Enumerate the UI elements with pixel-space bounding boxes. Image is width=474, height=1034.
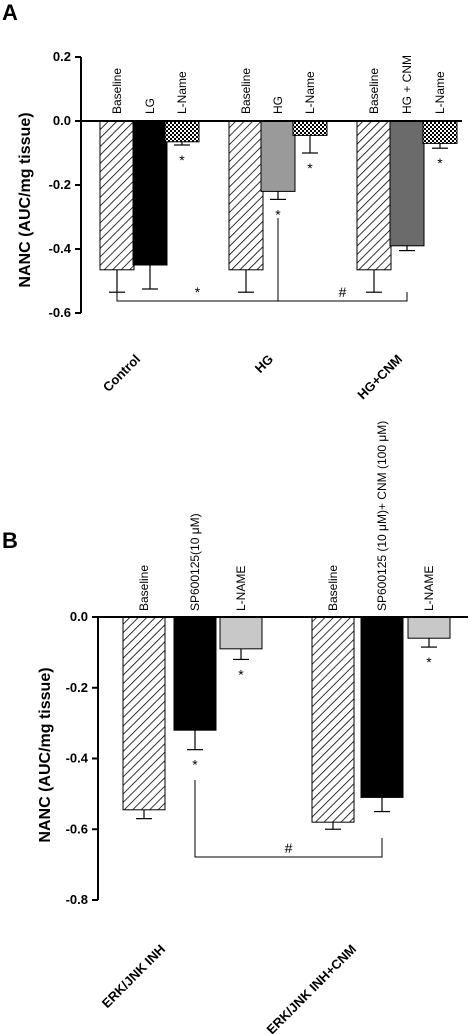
bar [122, 616, 166, 811]
y-tick-label: 0.2 [53, 49, 71, 64]
bar-label: Baseline [239, 68, 253, 114]
bar-label: Baseline [367, 68, 381, 114]
significance-marker: * [307, 160, 313, 176]
panel-letter: A [2, 0, 18, 25]
y-tick-label: -0.4 [49, 241, 72, 256]
bar [99, 120, 135, 271]
bar [173, 616, 217, 731]
bar [132, 120, 168, 266]
bar [292, 120, 328, 136]
bar-label: Baseline [110, 68, 124, 114]
significance-marker: * [192, 757, 198, 773]
bar-label: L-NAME [422, 566, 436, 611]
y-tick-label: -0.4 [66, 751, 89, 766]
y-tick-label: -0.2 [49, 177, 71, 192]
bar [389, 120, 425, 247]
bar [422, 120, 458, 144]
bar-label: L-NAME [234, 566, 248, 611]
group-label: ERK/JNK INH+CNM [263, 942, 359, 1034]
bar [260, 120, 296, 192]
significance-marker: * [426, 654, 432, 670]
bar-label: LG [143, 98, 157, 114]
bar [407, 616, 451, 639]
comparison-symbol: # [339, 284, 347, 300]
bar-label: L-Name [303, 71, 317, 114]
y-tick-label: -0.6 [49, 305, 71, 320]
bar [228, 120, 264, 271]
significance-marker: * [238, 666, 244, 682]
bar [356, 120, 392, 271]
y-tick-label: 0.0 [53, 113, 71, 128]
bar-label: L-Name [433, 71, 447, 114]
panel-letter: B [2, 528, 18, 553]
significance-marker: * [275, 206, 281, 222]
panel-b-chart: B NANC (AUC/mg tissue) 0.0 -0.2 -0.4 -0.6 -0.8… [2, 421, 468, 1034]
bar-label: Baseline [137, 565, 151, 611]
bar-label: L-Name [175, 71, 189, 114]
group-label: ERK/JNK INH [99, 942, 168, 1011]
bar-label: HG [271, 96, 285, 114]
y-tick-label: -0.2 [66, 680, 88, 695]
y-axis-title: NANC (AUC/mg tissue) [37, 667, 54, 842]
y-axis-title: NANC (AUC/mg tissue) [17, 112, 34, 287]
group-label: Control [100, 352, 143, 395]
significance-marker: * [179, 152, 185, 168]
bar-label: HG + CNM [400, 55, 414, 114]
bar-label: SP600125 (10 μM)+ CNM (100 μM) [375, 421, 389, 611]
significance-marker: * [437, 155, 443, 171]
bar-label: Baseline [326, 565, 340, 611]
comparison-symbol: * [195, 284, 201, 300]
comparison-bracket [194, 780, 383, 858]
y-tick-label: 0.0 [70, 609, 88, 624]
y-tick-label: -0.8 [66, 892, 88, 907]
group-label: HG [252, 352, 276, 376]
comparison-bracket [277, 226, 408, 302]
comparison-symbol: # [285, 840, 293, 856]
bar [360, 616, 404, 798]
group-label: HG+CNM [354, 352, 405, 403]
panel-a-chart: A NANC (AUC/mg tissue) 0.2 0.0 -0.2 -0.4 -0.6 B… [2, 0, 462, 402]
bar [164, 120, 200, 143]
bar [219, 616, 263, 650]
y-tick-label: -0.6 [66, 821, 88, 836]
bar-label: SP600125(10 μM) [188, 513, 202, 611]
bar [311, 616, 355, 823]
